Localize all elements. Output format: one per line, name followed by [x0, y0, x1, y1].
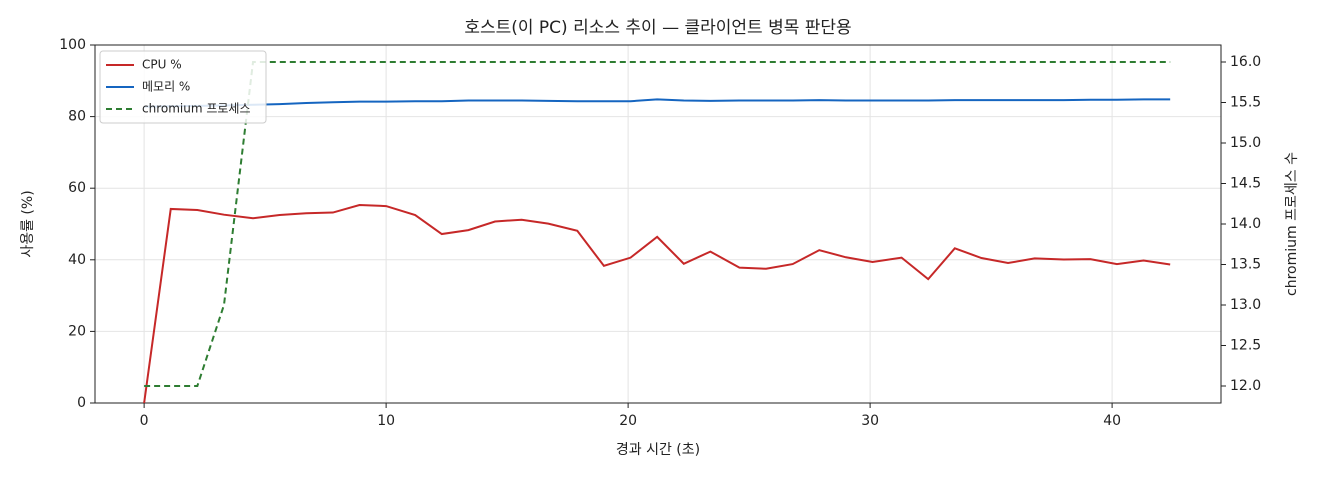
y2-tick-label: 15.0: [1230, 135, 1261, 151]
legend-label: CPU %: [142, 58, 182, 72]
y2-tick-label: 12.5: [1230, 337, 1261, 353]
y-tick-label: 60: [68, 180, 86, 196]
legend-box: [99, 50, 267, 124]
series-line: [144, 98, 1171, 108]
y2-tick-label: 16.0: [1230, 54, 1261, 70]
y2-axis-label: chromium 프로세스 수: [1284, 152, 1300, 296]
y-axis-label: 사용률 (%): [20, 190, 36, 257]
series-line: [143, 204, 1171, 404]
series-line: [144, 61, 1171, 387]
y-tick-label: 0: [77, 395, 86, 411]
y2-tick-label: 12.0: [1230, 378, 1261, 394]
x-tick-label: 20: [619, 413, 637, 429]
x-tick-label: 30: [861, 413, 879, 429]
x-tick-label: 10: [377, 413, 395, 429]
legend: CPU % 메모리 % chromium 프로세스: [99, 50, 267, 124]
legend-label: chromium 프로세스: [142, 102, 251, 116]
x-tick-label: 40: [1103, 413, 1121, 429]
x-axis-label: 경과 시간 (초): [616, 442, 700, 458]
y2-tick-label: 14.0: [1230, 216, 1261, 232]
y-tick-label: 100: [59, 37, 86, 53]
y-tick-label: 80: [68, 109, 86, 125]
chart-title: 호스트(이 PC) 리소스 추이 — 클라이언트 병목 판단용: [464, 18, 851, 38]
legend-label: 메모리 %: [142, 80, 190, 94]
y-tick-label: 20: [68, 323, 86, 339]
x-tick-label: 0: [140, 413, 149, 429]
y2-tick-label: 13.5: [1230, 256, 1261, 272]
plot-frame: [94, 44, 1222, 404]
y-tick-label: 40: [68, 252, 86, 268]
y2-tick-label: 13.0: [1230, 297, 1261, 313]
y2-tick-label: 14.5: [1230, 176, 1261, 192]
y2-tick-label: 15.5: [1230, 95, 1261, 111]
